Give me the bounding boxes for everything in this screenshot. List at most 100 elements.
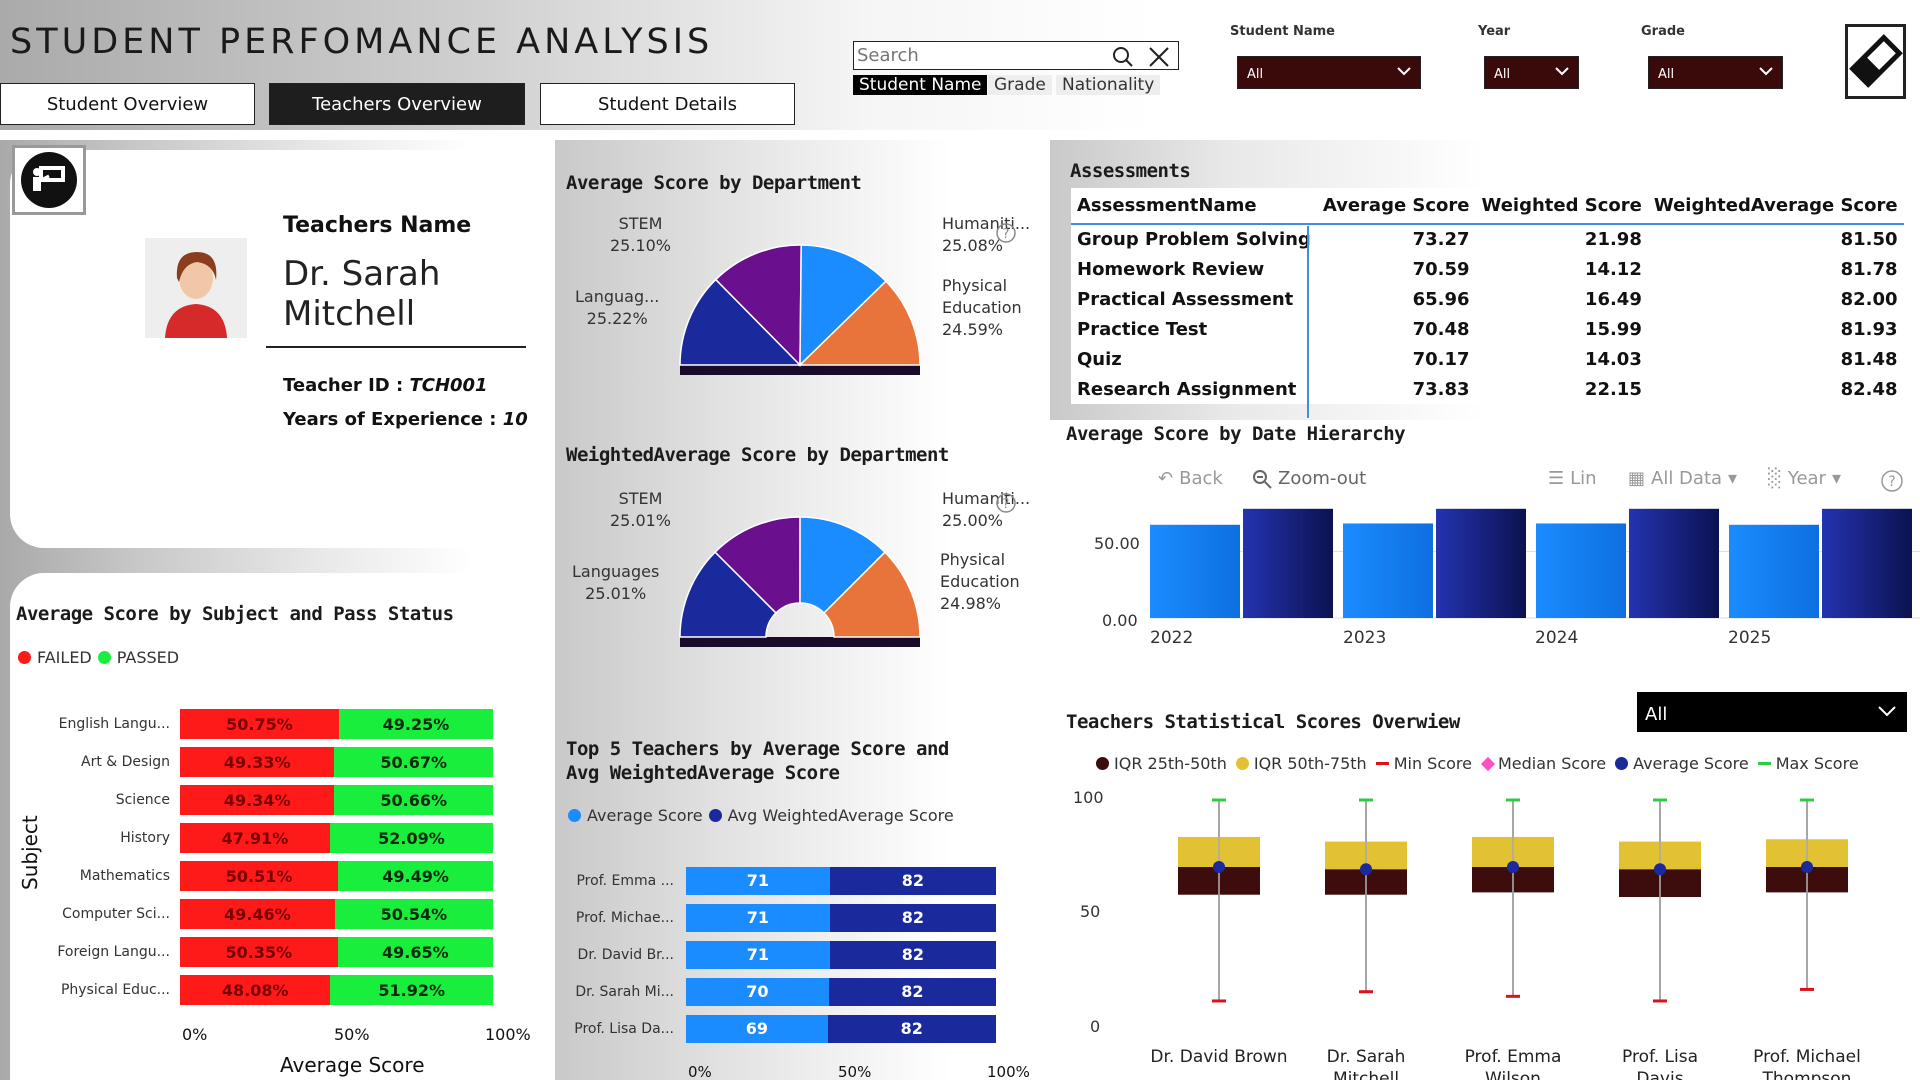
- help-icon[interactable]: ?: [1880, 469, 1904, 493]
- max-line: [1757, 762, 1771, 765]
- table-cell: 82.48: [1840, 378, 1898, 400]
- failed-segment: 49.34%: [180, 785, 335, 815]
- failed-segment: 50.51%: [180, 861, 339, 891]
- table-cell: 73.27: [1412, 229, 1470, 250]
- date-bar-2024: [1536, 523, 1626, 618]
- table-row[interactable]: Quiz 70.17 14.03 81.48: [1071, 344, 1904, 374]
- year-2025: 2025: [1728, 628, 1772, 648]
- avg-segment: 71: [686, 866, 830, 895]
- tab-teachers-overview[interactable]: Teachers Overview: [269, 83, 525, 125]
- table-row[interactable]: Homework Review 70.59 14.12 81.78: [1071, 254, 1904, 284]
- search-box: [853, 41, 1179, 70]
- avg-segment: 69: [686, 1014, 828, 1043]
- legend-passed: PASSED: [116, 648, 180, 667]
- teacher-name-label: Teachers Name: [283, 213, 472, 238]
- search-chip-nationality[interactable]: Nationality: [1056, 75, 1161, 95]
- filter-student-name[interactable]: All: [1237, 56, 1421, 89]
- clear-search-icon[interactable]: [1148, 46, 1170, 68]
- eraser-icon[interactable]: [1845, 24, 1906, 99]
- subject-row[interactable]: Mathematics 50.51% 49.49%: [40, 857, 510, 895]
- subject-row[interactable]: History 47.91% 52.09%: [40, 819, 510, 857]
- teacher-id: Teacher ID : TCH001: [283, 375, 488, 396]
- help-icon[interactable]: ?: [995, 492, 1017, 514]
- search-chip-student-name[interactable]: Student Name: [853, 75, 988, 95]
- table-cell: 70.17: [1412, 348, 1470, 370]
- zoom-out-icon: [1253, 469, 1272, 489]
- subject-row[interactable]: Art & Design 49.33% 50.67%: [40, 743, 510, 781]
- search-chip-grade[interactable]: Grade: [988, 75, 1052, 95]
- back-button[interactable]: ↶ Back: [1158, 468, 1223, 489]
- teacher-id-value: TCH001: [409, 375, 488, 396]
- table-cell: 70.59: [1412, 258, 1470, 280]
- date-y-tick-50: 50.00: [1094, 534, 1140, 553]
- stats-y-tick-0: 0: [1090, 1017, 1101, 1036]
- stats-chart: Dr. David Brown Dr. Sarah Mitchell Prof. Em…: [1150, 798, 1861, 1080]
- failed-segment: 50.35%: [180, 937, 338, 967]
- linear-scale-button[interactable]: ☰ Lin: [1548, 468, 1597, 489]
- pie-slice-humanities: [799, 244, 887, 367]
- tab-student-overview[interactable]: Student Overview: [0, 83, 255, 125]
- teacher-axis-label: Prof. Emma Wilson: [1465, 1047, 1562, 1080]
- subject-x-tick-2: 100%: [485, 1025, 531, 1044]
- assessments-table-wrap: AssessmentName Average Score Weighted Sc…: [1071, 188, 1904, 418]
- column-divider: [1307, 226, 1309, 418]
- legend-median: Median Score: [1497, 754, 1607, 773]
- teacher-label: Dr. David Br...: [577, 946, 674, 963]
- teacher-row[interactable]: Prof. Lisa Da... 69 82: [568, 1010, 1018, 1047]
- year-2022: 2022: [1150, 628, 1194, 648]
- zoom-out-button[interactable]: Zoom-out: [1252, 468, 1366, 489]
- year-level-button[interactable]: ░ Year ▾: [1768, 468, 1841, 489]
- col-weighted-score[interactable]: Weighted Score: [1475, 188, 1648, 225]
- chevron-down-icon: [1555, 67, 1569, 76]
- legend-wavg: Avg WeightedAverage Score: [727, 806, 954, 825]
- table-row[interactable]: Practice Test 70.48 15.99 81.93: [1071, 314, 1904, 344]
- top5-legend: Average Score Avg WeightedAverage Score: [568, 806, 954, 825]
- teacher-row[interactable]: Prof. Michae... 71 82: [568, 899, 1018, 936]
- filter-year[interactable]: All: [1484, 56, 1579, 89]
- failed-segment: 50.75%: [180, 709, 339, 739]
- failed-dot: [18, 651, 31, 664]
- stats-dropdown[interactable]: All: [1637, 692, 1907, 732]
- date-bar-2022: [1243, 508, 1333, 618]
- table-row[interactable]: Research Assignment 73.83 22.15 82.48: [1071, 374, 1904, 404]
- col-weighted-average[interactable]: WeightedAverage Score: [1647, 188, 1904, 225]
- subject-row[interactable]: Physical Educ... 48.08% 51.92%: [40, 971, 510, 1009]
- stats-legend: IQR 25th-50th IQR 50th-75th Min Score Me…: [1096, 754, 1859, 773]
- table-row[interactable]: Group Problem Solving 73.27 21.98 81.50: [1071, 224, 1904, 254]
- col-average-score[interactable]: Average Score: [1316, 188, 1476, 225]
- tab-student-details[interactable]: Student Details: [540, 83, 795, 125]
- teacher-card: [10, 150, 535, 548]
- teacher-label: Prof. Emma ...: [576, 872, 674, 889]
- subject-row[interactable]: Foreign Langu... 50.35% 49.65%: [40, 933, 510, 971]
- subject-row[interactable]: English Langu... 50.75% 49.25%: [40, 705, 510, 743]
- table-cell: 15.99: [1584, 318, 1642, 340]
- all-data-button[interactable]: ▦ All Data ▾: [1628, 468, 1737, 489]
- dept-avg-label-stem: STEM 25.10%: [610, 213, 671, 257]
- label-pct: 24.59%: [942, 320, 1004, 339]
- teacher-axis-label: Prof. Lisa Davis: [1622, 1047, 1698, 1080]
- search-icon[interactable]: [1112, 46, 1134, 68]
- dept-wavg-label-languages: Languages 25.01%: [572, 561, 659, 605]
- label-pct: 25.01%: [610, 511, 672, 530]
- help-icon[interactable]: ?: [995, 222, 1017, 244]
- subject-x-axis-label: Average Score: [280, 1053, 425, 1077]
- dept-avg-label-physical: Physical Education 24.59%: [942, 275, 1032, 341]
- table-row[interactable]: Practical Assessment 65.96 16.49 82.00: [1071, 284, 1904, 314]
- label-name: Languages: [572, 562, 660, 581]
- table-cell: 82.00: [1840, 288, 1898, 310]
- chevron-down-icon: [1878, 706, 1896, 717]
- subject-row[interactable]: Computer Sci... 49.46% 50.54%: [40, 895, 510, 933]
- date-bar-2022: [1150, 524, 1240, 618]
- passed-segment: 49.65%: [337, 937, 493, 967]
- teacher-exp-label: Years of Experience :: [283, 409, 503, 430]
- subject-row[interactable]: Science 49.34% 50.66%: [40, 781, 510, 819]
- teacher-row[interactable]: Dr. Sarah Mi... 70 82: [568, 973, 1018, 1010]
- teacher-row[interactable]: Prof. Emma ... 71 82: [568, 862, 1018, 899]
- teacher-row[interactable]: Dr. David Br... 71 82: [568, 936, 1018, 973]
- filter-label-student-name: Student Name: [1230, 24, 1335, 39]
- col-assessment-name[interactable]: AssessmentName: [1071, 188, 1317, 225]
- search-input[interactable]: [854, 42, 1104, 68]
- teacher-label: Prof. Lisa Da...: [574, 1020, 674, 1037]
- label-pct: 24.98%: [940, 594, 1002, 613]
- filter-grade[interactable]: All: [1648, 56, 1783, 89]
